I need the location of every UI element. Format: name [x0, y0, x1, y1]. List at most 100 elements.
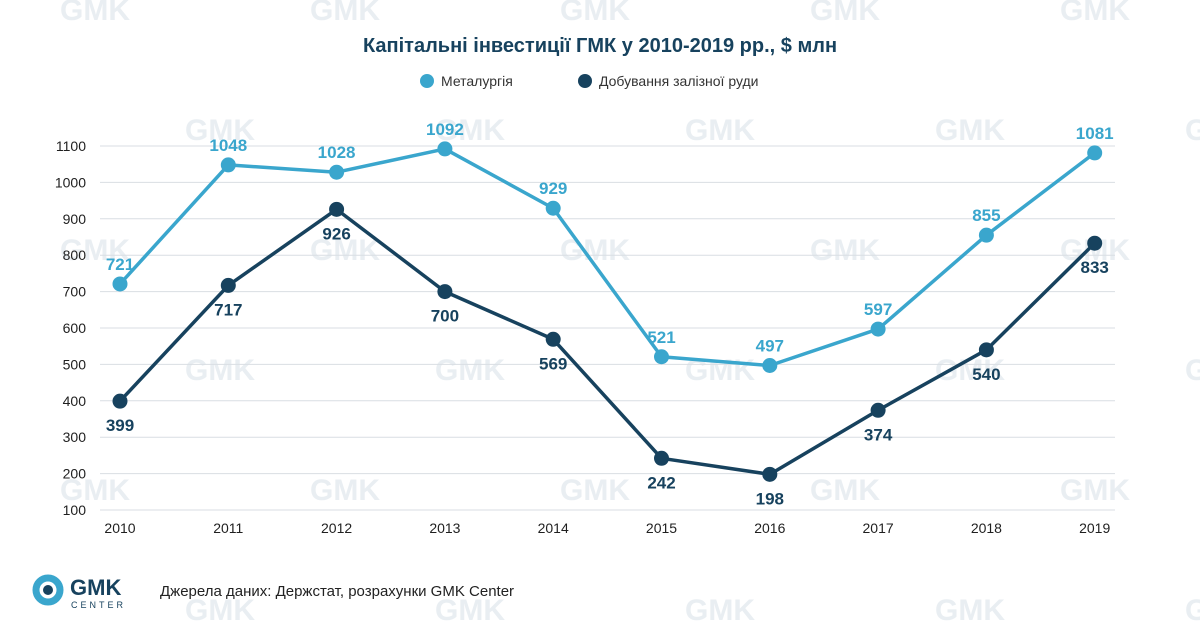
- data-point: [545, 331, 561, 347]
- watermark: GMK: [310, 234, 380, 267]
- data-label: 198: [756, 489, 784, 508]
- logo-subtext: CENTER: [71, 600, 126, 610]
- data-label: 597: [864, 300, 892, 319]
- watermark: GMK: [435, 594, 505, 627]
- data-point: [870, 402, 886, 418]
- data-label: 929: [539, 179, 567, 198]
- watermark-layer: GMK GMK GMK GMK GMK GMK GMK GMK GMK GMK GMK GMK GMK G…: [60, 0, 1200, 627]
- x-tick-label: 2013: [429, 520, 460, 536]
- series-line-0: [118, 147, 1096, 368]
- y-tick-label: 600: [63, 320, 87, 336]
- data-point: [978, 227, 994, 243]
- watermark: GMK: [185, 354, 255, 387]
- watermark: GMK: [1185, 594, 1200, 627]
- source-note: Джерела даних: Держстат, розрахунки GMK …: [160, 583, 514, 600]
- x-tick-label: 2017: [863, 520, 894, 536]
- watermark: GMK: [560, 474, 630, 507]
- watermark: GMK: [685, 114, 755, 147]
- data-point: [870, 321, 886, 337]
- y-tick-label: 700: [63, 284, 87, 300]
- watermark: GMK: [1185, 354, 1200, 387]
- watermark: GMK: [310, 0, 380, 27]
- y-axis-ticks: 100 200 300 400 500 600 700 800 900 1000 1100: [55, 138, 86, 518]
- x-tick-label: 2016: [754, 520, 785, 536]
- legend-marker-metallurgy: [420, 74, 434, 88]
- data-label: 1028: [318, 143, 356, 162]
- gridlines: [100, 145, 1115, 511]
- data-point: [762, 466, 778, 482]
- data-point: [654, 450, 669, 466]
- data-label: 399: [106, 416, 134, 435]
- gmk-logo: GMK CENTER: [32, 574, 126, 610]
- x-tick-label: 2010: [104, 520, 135, 536]
- x-tick-label: 2014: [538, 520, 569, 536]
- series-layer: [112, 141, 1103, 482]
- data-point: [112, 276, 128, 292]
- watermark: GMK: [935, 594, 1005, 627]
- watermark: GMK: [435, 114, 505, 147]
- data-point: [437, 284, 453, 300]
- watermark: GMK: [560, 234, 630, 267]
- legend-label-metallurgy: Металургія: [441, 73, 513, 89]
- data-point: [437, 141, 453, 157]
- watermark: GMK: [810, 234, 880, 267]
- watermark: GMK: [185, 594, 255, 627]
- data-point: [978, 342, 994, 358]
- data-labels: 721 1048 1028 1092 929 521 497 597 855 1081 399 717…: [106, 120, 1114, 508]
- watermark: GMK: [60, 0, 130, 27]
- data-label: 1092: [426, 120, 464, 139]
- watermark: GMK: [560, 0, 630, 27]
- watermark: GMK: [935, 114, 1005, 147]
- data-point: [220, 157, 236, 173]
- watermark: GMK: [810, 0, 880, 27]
- data-point: [1087, 235, 1103, 251]
- y-tick-label: 500: [63, 356, 87, 372]
- series-line-1: [118, 207, 1096, 477]
- y-tick-label: 800: [63, 247, 87, 263]
- x-tick-label: 2019: [1079, 520, 1110, 536]
- y-tick-label: 900: [63, 211, 87, 227]
- watermark: GMK: [60, 234, 130, 267]
- watermark: GMK: [310, 474, 380, 507]
- data-label: 855: [972, 206, 1000, 225]
- logo-ring-icon: [32, 574, 64, 606]
- data-point: [112, 393, 128, 409]
- watermark: GMK: [1060, 0, 1130, 27]
- y-tick-label: 1100: [56, 138, 86, 154]
- data-point: [329, 201, 345, 217]
- x-tick-label: 2018: [971, 520, 1002, 536]
- data-label: 721: [106, 255, 134, 274]
- watermark: GMK: [60, 474, 130, 507]
- data-label: 926: [322, 224, 350, 243]
- data-label: 497: [756, 336, 784, 355]
- y-tick-label: 400: [63, 393, 87, 409]
- watermark: GMK: [435, 354, 505, 387]
- watermark: GMK: [1060, 474, 1130, 507]
- legend: Металургія Добування залізної руди: [420, 73, 759, 89]
- data-point: [545, 200, 561, 216]
- legend-marker-iron-ore: [578, 74, 592, 88]
- logo-core-icon: [43, 585, 53, 595]
- x-tick-label: 2011: [213, 520, 243, 536]
- chart-title: Капітальні інвестиції ГМК у 2010-2019 рр…: [363, 35, 837, 57]
- data-point: [329, 164, 345, 180]
- data-label: 1081: [1076, 124, 1114, 143]
- data-point: [220, 277, 236, 293]
- data-label: 717: [214, 300, 242, 319]
- x-tick-label: 2012: [321, 520, 352, 536]
- data-label: 569: [539, 354, 567, 373]
- y-tick-label: 300: [63, 429, 87, 445]
- data-label: 540: [972, 365, 1000, 384]
- logo-text: GMK: [70, 575, 121, 600]
- data-label: 374: [864, 425, 893, 444]
- watermark: GMK: [685, 594, 755, 627]
- data-point: [654, 349, 669, 365]
- x-tick-label: 2015: [646, 520, 677, 536]
- watermark: GMK: [1185, 114, 1200, 147]
- y-tick-label: 1000: [55, 174, 86, 190]
- data-point: [762, 357, 778, 373]
- watermark: GMK: [810, 474, 880, 507]
- legend-label-iron-ore: Добування залізної руди: [599, 73, 759, 89]
- data-label: 700: [431, 307, 459, 326]
